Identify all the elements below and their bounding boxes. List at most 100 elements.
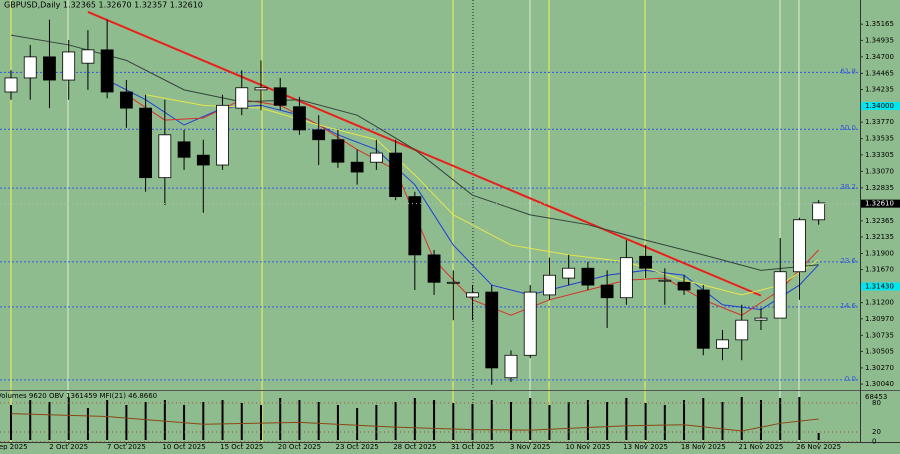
- x-tick-label: 21 Nov 2025: [739, 443, 784, 450]
- fib-label: 14.6: [840, 302, 856, 310]
- y-tick-label: 1.30505: [865, 347, 894, 355]
- y-tick-label: 1.34700: [865, 53, 894, 61]
- y-tick-label: 1.30735: [865, 331, 894, 339]
- chart-title: GBPUSD,Daily 1.32365 1.32670 1.32357 1.3…: [4, 1, 203, 10]
- y-tick-label: 1.35165: [865, 20, 894, 28]
- candle-body: [43, 56, 56, 81]
- y-tick-label: 1.34935: [865, 36, 894, 44]
- trendline: [87, 11, 762, 297]
- candle-body: [177, 141, 191, 158]
- y-tick-label: 1.34235: [865, 86, 894, 94]
- candle-body: [812, 202, 826, 221]
- candle-body: [350, 161, 364, 173]
- moving-average: [145, 94, 819, 296]
- mfi-tick-label: 80: [872, 399, 881, 407]
- mfi-line: [10, 413, 819, 432]
- level-box: [861, 282, 900, 291]
- x-tick-label: 18 Nov 2025: [681, 443, 726, 450]
- candle-body: [658, 279, 672, 282]
- candle-body: [100, 49, 114, 93]
- candle-body: [139, 107, 153, 179]
- x-tick-label: 13 Nov 2025: [623, 443, 668, 450]
- x-tick-label: 7 Oct 2025: [107, 443, 146, 450]
- candle-body: [408, 196, 422, 256]
- candle-body: [62, 51, 76, 81]
- x-tick-label: 3 Nov 2025: [510, 443, 550, 450]
- candle-body: [4, 77, 18, 93]
- moving-average: [10, 34, 819, 271]
- indicator-title: Volumes 9620 OBV 1361459 MFI(21) 46.8660: [0, 392, 157, 400]
- level-label: 1.34000: [865, 102, 894, 110]
- x-tick-label: Sep 2025: [0, 443, 28, 450]
- candle-body: [331, 139, 345, 163]
- candle-body: [716, 339, 729, 349]
- x-tick-label: 15 Oct 2025: [220, 443, 263, 450]
- y-tick-label: 1.32835: [865, 184, 894, 192]
- candle-body: [523, 291, 537, 356]
- candle-body: [677, 281, 691, 291]
- y-tick-label: 1.33770: [865, 118, 894, 126]
- candle-body: [81, 49, 95, 64]
- level-label: 1.31430: [865, 282, 894, 290]
- candle-body: [23, 56, 37, 79]
- mfi-tick-label: 20: [872, 428, 881, 436]
- x-tick-label: 10 Oct 2025: [162, 443, 205, 450]
- candle-body: [235, 87, 249, 109]
- y-tick-label: 1.31900: [865, 249, 894, 257]
- candle-body: [427, 254, 441, 283]
- candle-body: [485, 291, 499, 369]
- candle-body: [793, 219, 806, 273]
- candle-body: [158, 134, 172, 179]
- x-tick-label: 20 Oct 2025: [278, 443, 321, 450]
- x-tick-label: 28 Oct 2025: [393, 443, 436, 450]
- x-tick-label: 2 Oct 2025: [49, 443, 88, 450]
- candle-body: [581, 267, 595, 286]
- x-tick-label: 23 Oct 2025: [335, 443, 378, 450]
- candle-body: [254, 87, 268, 91]
- y-tick-label: 1.32365: [865, 217, 894, 225]
- candle-body: [504, 354, 518, 379]
- fib-label: 38.2: [840, 183, 856, 191]
- y-tick-label: 1.33070: [865, 167, 894, 175]
- level-box: [861, 102, 900, 111]
- current-price-label: 1.32610: [865, 200, 894, 208]
- volume-tick-label: 68453: [865, 393, 887, 401]
- fib-label: 61.8: [840, 67, 856, 75]
- x-tick-label: 31 Oct 2025: [451, 443, 494, 450]
- candle-body: [119, 91, 133, 109]
- y-tick-label: 1.33535: [865, 135, 894, 143]
- y-tick-label: 1.31200: [865, 299, 894, 307]
- candle-body: [600, 284, 614, 299]
- fib-label: 0.0: [845, 375, 856, 383]
- candle-body: [754, 317, 768, 321]
- candle-body: [562, 267, 576, 279]
- candle-body: [312, 129, 326, 141]
- candle-body: [543, 274, 556, 296]
- candle-body: [196, 154, 210, 166]
- x-tick-label: 10 Nov 2025: [565, 443, 610, 450]
- y-tick-label: 1.30040: [865, 380, 894, 388]
- candle-body: [446, 281, 460, 284]
- candle-body: [735, 319, 749, 341]
- y-tick-label: 1.31670: [865, 266, 894, 274]
- candle-body: [389, 152, 403, 198]
- mfi-tick-label: 0: [872, 438, 876, 446]
- y-tick-label: 1.32135: [865, 233, 894, 241]
- moving-average: [106, 79, 820, 311]
- candle-body: [619, 257, 633, 299]
- candle-body: [273, 87, 287, 106]
- fib-label: 50.0: [840, 124, 856, 132]
- fib-label: 23.6: [840, 257, 856, 265]
- y-tick-label: 1.30270: [865, 364, 894, 372]
- candle-body: [639, 255, 652, 269]
- y-tick-label: 1.33305: [865, 151, 894, 159]
- y-tick-label: 1.34465: [865, 69, 894, 77]
- current-price-box: [861, 199, 900, 208]
- x-tick-label: 26 Nov 2025: [796, 443, 841, 450]
- candle-body: [773, 271, 787, 319]
- candle-body: [466, 292, 479, 298]
- y-tick-label: 1.30970: [865, 315, 894, 323]
